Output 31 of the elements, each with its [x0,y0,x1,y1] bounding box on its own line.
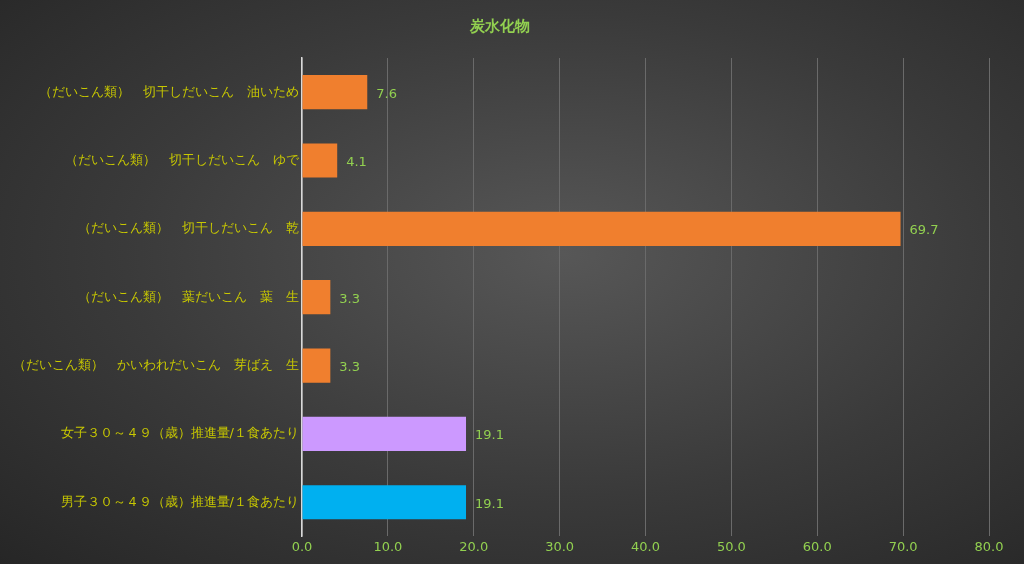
y-tick-label: （だいこん類） 切干しだいこん 乾 [78,220,299,236]
chart-title: 炭水化物 [468,16,530,35]
data-label: 3.3 [339,358,361,374]
data-label: 3.3 [339,290,361,306]
y-tick-label: （だいこん類） かいわれだいこん 芽ばえ 生 [13,356,299,372]
bar [302,75,368,110]
data-label: 69.7 [909,222,939,238]
bar [302,280,331,315]
x-tick-label: 50.0 [716,538,746,554]
data-label: 7.6 [376,85,397,101]
x-tick-label: 40.0 [631,538,660,554]
bar [302,485,467,520]
y-tick-label: （だいこん類） 切干しだいこん ゆで [65,151,300,167]
bar [302,348,331,383]
x-tick-label: 60.0 [802,538,832,554]
y-tick-label: 男子３０～４９（歳）推進量/１食あたり [60,493,299,509]
bar [302,143,338,178]
x-tick-label: 0.0 [291,538,313,554]
data-label: 4.1 [346,153,367,169]
x-tick-label: 10.0 [373,538,403,554]
data-label: 19.1 [475,427,504,443]
data-label: 19.1 [475,495,504,511]
x-tick-label: 70.0 [888,538,918,554]
bar [302,416,467,451]
x-tick-label: 80.0 [974,538,1004,554]
x-tick-label: 30.0 [545,538,575,554]
bar [302,211,901,246]
y-tick-label: （だいこん類） 葉だいこん 葉 生 [78,288,299,304]
y-tick-label: 女子３０～４９（歳）推進量/１食あたり [60,425,299,441]
x-tick-label: 20.0 [459,538,489,554]
y-tick-label: （だいこん類） 切干しだいこん 油いため [39,83,299,99]
